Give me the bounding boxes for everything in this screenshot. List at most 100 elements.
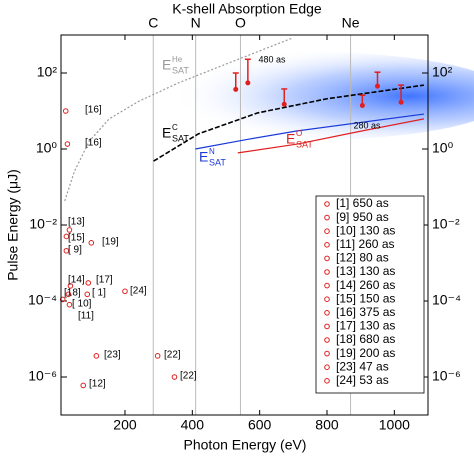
legend-marker bbox=[324, 282, 330, 289]
y-tick-label: 10⁻⁶ bbox=[28, 368, 57, 384]
y-tick-label-right: 10⁻⁶ bbox=[432, 368, 461, 384]
y-tick-label-right: 10⁻² bbox=[432, 216, 460, 232]
measurement bbox=[281, 101, 287, 107]
curve-label: E bbox=[286, 131, 295, 147]
measurement bbox=[374, 83, 380, 89]
legend-label: [19] 200 as bbox=[336, 346, 395, 360]
legend-marker bbox=[324, 364, 330, 371]
legend-label: [18] 680 as bbox=[336, 332, 395, 346]
x-tick-label: 800 bbox=[315, 417, 339, 433]
point-label: [23] bbox=[104, 350, 121, 361]
point-label: [16] bbox=[85, 138, 102, 149]
point-label: [22] bbox=[180, 371, 197, 382]
legend-marker bbox=[324, 269, 330, 275]
edge-label: N bbox=[191, 15, 201, 31]
curve-label-sub: SAT bbox=[172, 65, 189, 75]
plot-frame bbox=[60, 34, 429, 416]
data-point bbox=[65, 291, 72, 298]
point-label: [ 9] bbox=[68, 245, 82, 256]
data-point bbox=[64, 141, 71, 147]
annotation: 480 as bbox=[258, 54, 286, 64]
y-axis-label: Pulse Energy (μJ) bbox=[5, 169, 21, 281]
legend-marker bbox=[324, 337, 330, 343]
saturation-curve bbox=[153, 84, 425, 162]
y-tick-label: 10⁰ bbox=[36, 140, 58, 156]
edge-label: C bbox=[148, 15, 158, 31]
point-label: [12] bbox=[89, 379, 106, 390]
legend-marker bbox=[324, 310, 330, 316]
legend-label: [9] 950 as bbox=[336, 210, 389, 224]
edge-label: Ne bbox=[342, 15, 360, 31]
data-point bbox=[154, 353, 161, 359]
data-point bbox=[171, 374, 178, 380]
y-tick-label: 10² bbox=[37, 64, 58, 80]
x-tick-label: 400 bbox=[181, 417, 205, 433]
legend-label: [12] 80 as bbox=[336, 251, 389, 265]
legend-marker bbox=[324, 201, 330, 207]
point-label: [15] bbox=[68, 233, 85, 244]
measurement bbox=[359, 102, 365, 108]
legend-label: [16] 375 as bbox=[336, 305, 395, 319]
data-point bbox=[66, 227, 73, 233]
annotation: 280 as bbox=[353, 120, 381, 130]
legend-box bbox=[315, 195, 425, 394]
saturation-curve bbox=[64, 37, 293, 202]
legend-label: [23] 47 as bbox=[336, 359, 389, 373]
y-tick-label: 10⁻⁴ bbox=[28, 292, 57, 308]
legend-marker bbox=[324, 214, 330, 221]
y-tick-label-right: 10⁰ bbox=[432, 140, 454, 156]
data-point bbox=[63, 247, 70, 254]
x-tick-label: 1000 bbox=[379, 417, 410, 433]
data-point bbox=[93, 353, 100, 359]
chart-title: K-shell Absorption Edge bbox=[172, 1, 322, 17]
point-label: [11] bbox=[78, 311, 94, 322]
data-point bbox=[84, 291, 91, 298]
legend-label: [11] 260 as bbox=[336, 237, 395, 251]
data-point bbox=[62, 108, 69, 114]
curve-label: E bbox=[162, 125, 171, 141]
saturation-curve bbox=[237, 118, 425, 154]
data-point bbox=[122, 288, 128, 295]
legend-marker bbox=[324, 296, 330, 303]
data-point bbox=[59, 296, 66, 303]
measurement bbox=[245, 80, 251, 86]
legend-label: [24] 53 as bbox=[336, 373, 389, 387]
legend-label: [15] 150 as bbox=[336, 291, 395, 305]
legend-label: [17] 130 as bbox=[336, 319, 395, 333]
point-label: [19] bbox=[102, 237, 119, 248]
point-label: [ 10] bbox=[72, 299, 92, 310]
legend-label: [13] 130 as bbox=[336, 264, 395, 278]
curve-label-sup: O bbox=[296, 129, 302, 138]
curve-label: E bbox=[162, 57, 171, 73]
data-point bbox=[85, 280, 92, 286]
y-tick-label-right: 10² bbox=[432, 64, 453, 80]
point-label: [13] bbox=[68, 217, 85, 228]
data-point bbox=[66, 301, 73, 308]
y-tick-label-right: 10⁻⁴ bbox=[432, 292, 461, 308]
curve-label-sub: SAT bbox=[209, 157, 226, 167]
legend-marker bbox=[324, 378, 330, 384]
point-label: [ 1] bbox=[92, 288, 106, 299]
curve-label-sup: He bbox=[172, 55, 183, 64]
legend-marker bbox=[324, 228, 330, 234]
point-label: [24] bbox=[130, 286, 147, 297]
legend-marker bbox=[324, 323, 330, 330]
edge-label: O bbox=[235, 15, 246, 31]
legend-label: [1] 650 as bbox=[336, 196, 389, 210]
point-label: [16] bbox=[85, 105, 102, 116]
measurement bbox=[398, 99, 404, 105]
legend-label: [14] 260 as bbox=[336, 278, 395, 292]
data-point bbox=[63, 233, 70, 240]
curve-label-sub: SAT bbox=[296, 139, 313, 149]
curve-label-sup: N bbox=[209, 147, 215, 156]
legend-marker bbox=[324, 242, 330, 248]
point-label: [17] bbox=[96, 275, 113, 286]
point-label: [22] bbox=[164, 350, 181, 361]
data-point bbox=[67, 283, 74, 289]
saturation-curve bbox=[195, 113, 425, 150]
x-tick-label: 200 bbox=[113, 417, 137, 433]
y-tick-label: 10⁻² bbox=[29, 216, 57, 232]
x-axis-label: Photon Energy (eV) bbox=[184, 437, 307, 453]
curve-label-sup: C bbox=[172, 123, 178, 132]
